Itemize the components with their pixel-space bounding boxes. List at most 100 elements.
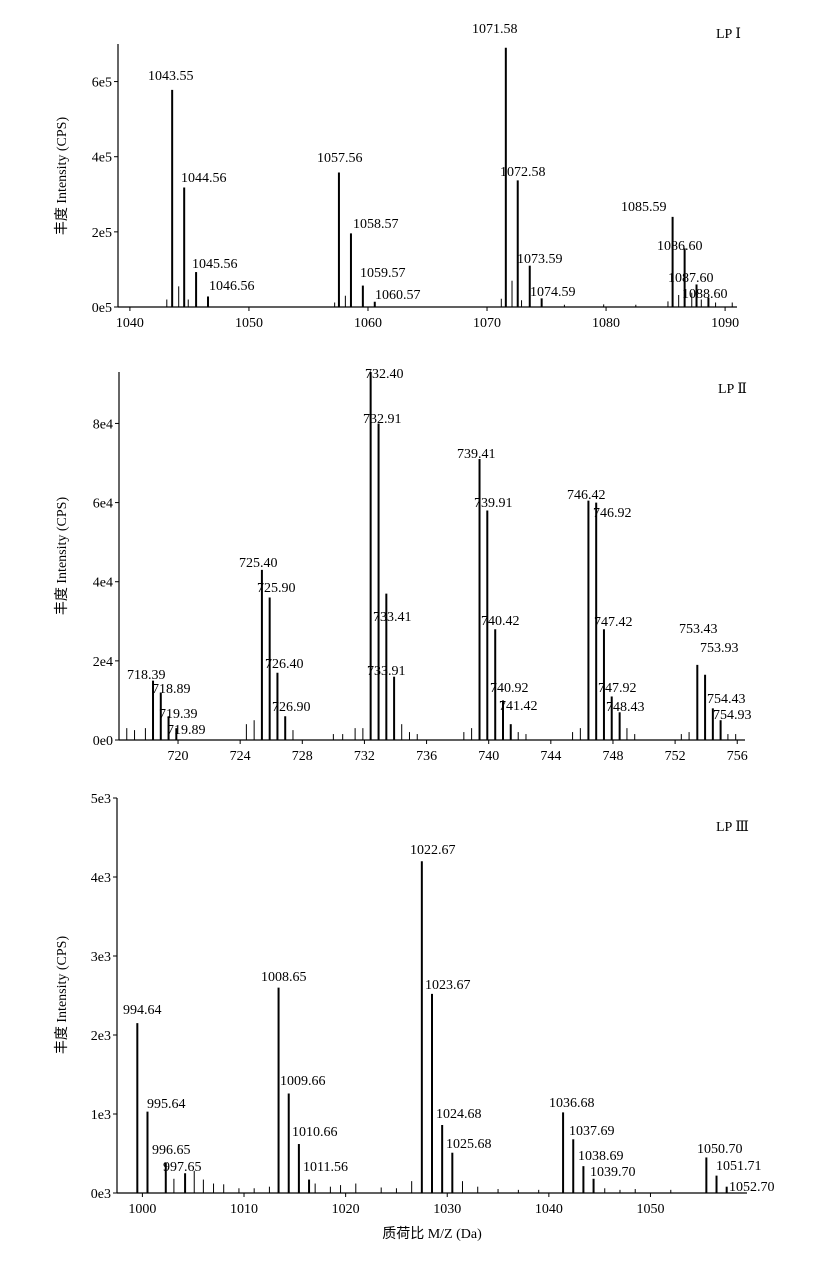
x-tick-label: 1030 xyxy=(433,1202,461,1217)
peak-label: 719.89 xyxy=(167,723,206,738)
x-tick-label: 752 xyxy=(665,749,686,764)
peak-label: 725.40 xyxy=(239,556,278,571)
y-tick-label: 8e4 xyxy=(93,417,113,432)
y-tick-label: 6e5 xyxy=(92,76,112,91)
peak-label: 1085.59 xyxy=(621,200,667,215)
y-tick-label: 0e5 xyxy=(92,301,112,316)
x-tick-label: 1060 xyxy=(354,316,382,331)
peak-label: 997.65 xyxy=(163,1160,202,1175)
peak-label: 995.64 xyxy=(147,1097,186,1112)
panel-label: LP Ⅰ xyxy=(716,27,741,42)
x-tick-label: 736 xyxy=(416,749,437,764)
y-tick-label: 1e3 xyxy=(91,1108,111,1123)
spectrum-panel-2: 0e0 2e4 4e4 6e4 8e4 720 724 728 732 736 740 744 748 7… xyxy=(54,367,752,764)
x-axis-title: 质荷比 M/Z (Da) xyxy=(382,1226,482,1242)
peak-label: 726.90 xyxy=(272,700,311,715)
x-tick-label: 1010 xyxy=(230,1202,258,1217)
panel-label: LP Ⅲ xyxy=(716,820,749,835)
peak-label: 746.42 xyxy=(567,488,606,503)
y-axis-title: 丰度 Intensity (CPS) xyxy=(54,936,70,1055)
peak-label: 1009.66 xyxy=(280,1074,326,1089)
x-tick-label: 1050 xyxy=(636,1202,664,1217)
peak-label: 733.41 xyxy=(373,610,412,625)
peak-label: 994.64 xyxy=(123,1003,162,1018)
peak-label: 741.42 xyxy=(499,699,538,714)
peak-label: 1008.65 xyxy=(261,970,307,985)
y-tick-label: 4e5 xyxy=(92,151,112,166)
peak-label: 1052.70 xyxy=(729,1180,775,1195)
peak-label: 746.92 xyxy=(593,506,632,521)
y-tick-label: 6e4 xyxy=(93,497,113,512)
peak-label: 1087.60 xyxy=(668,271,714,286)
x-tick-label: 720 xyxy=(168,749,189,764)
peak-label: 1059.57 xyxy=(360,266,406,281)
peak-label: 733.91 xyxy=(367,664,406,679)
peak-label: 732.91 xyxy=(363,412,402,427)
peak-label: 754.93 xyxy=(713,708,752,723)
x-tick-label: 1000 xyxy=(128,1202,156,1217)
peak-label: 1039.70 xyxy=(590,1165,636,1180)
x-tick-label: 756 xyxy=(727,749,748,764)
x-tick-label: 1040 xyxy=(116,316,144,331)
x-tick-label: 732 xyxy=(354,749,375,764)
peak-label: 739.91 xyxy=(474,496,513,511)
x-tick-label: 1050 xyxy=(235,316,263,331)
peak-label: 1058.57 xyxy=(353,217,399,232)
y-tick-label: 0e0 xyxy=(93,734,113,749)
y-tick-label: 2e5 xyxy=(92,226,112,241)
peak-label: 718.39 xyxy=(127,668,166,683)
peak-label: 1037.69 xyxy=(569,1124,615,1139)
peak-label: 754.43 xyxy=(707,692,746,707)
peak-label: 1038.69 xyxy=(578,1149,624,1164)
peak-label: 1010.66 xyxy=(292,1125,338,1140)
x-tick-label: 1070 xyxy=(473,316,501,331)
peak-label: 725.90 xyxy=(257,581,296,596)
peak-label: 1023.67 xyxy=(425,978,471,993)
x-tick-label: 748 xyxy=(602,749,623,764)
peak-label: 1051.71 xyxy=(716,1159,762,1174)
x-tick-label: 744 xyxy=(540,749,561,764)
peak-label: 718.89 xyxy=(152,682,191,697)
peak-label: 740.42 xyxy=(481,614,520,629)
y-tick-label: 4e3 xyxy=(91,871,111,886)
y-tick-label: 0e3 xyxy=(91,1187,111,1202)
peak-label: 1071.58 xyxy=(472,22,518,37)
peak-label: 753.43 xyxy=(679,622,718,637)
peak-label: 747.42 xyxy=(594,615,633,630)
peak-label: 747.92 xyxy=(598,681,637,696)
peak-label: 1074.59 xyxy=(530,285,576,300)
panel-label: LP Ⅱ xyxy=(718,382,747,397)
y-tick-label: 3e3 xyxy=(91,950,111,965)
peak-label: 1057.56 xyxy=(317,151,363,166)
x-tick-label: 728 xyxy=(292,749,313,764)
peak-label: 748.43 xyxy=(606,700,645,715)
peak-label: 753.93 xyxy=(700,641,739,656)
peak-label: 1022.67 xyxy=(410,843,456,858)
peak-label: 740.92 xyxy=(490,681,529,696)
spectrum-panel-3: 0e3 1e3 2e3 3e3 4e3 5e3 1000 1010 1020 1030 1040 10… xyxy=(54,792,775,1217)
y-tick-label: 5e3 xyxy=(91,792,111,807)
peak-label: 1043.55 xyxy=(148,69,194,84)
x-tick-label: 1020 xyxy=(332,1202,360,1217)
x-tick-label: 1040 xyxy=(535,1202,563,1217)
peak-label: 1060.57 xyxy=(375,288,421,303)
peak-label: 1046.56 xyxy=(209,279,255,294)
peak-label: 726.40 xyxy=(265,657,304,672)
peak-label: 1025.68 xyxy=(446,1137,492,1152)
peak-label: 1011.56 xyxy=(303,1160,348,1175)
x-tick-label: 1080 xyxy=(592,316,620,331)
peak-label: 739.41 xyxy=(457,447,496,462)
peak-label: 1072.58 xyxy=(500,165,546,180)
peak-label: 996.65 xyxy=(152,1143,191,1158)
peak-label: 719.39 xyxy=(159,707,198,722)
peak-label: 732.40 xyxy=(365,367,404,382)
peak-label: 1044.56 xyxy=(181,171,227,186)
y-tick-label: 4e4 xyxy=(93,576,113,591)
peak-label: 1045.56 xyxy=(192,257,238,272)
y-tick-label: 2e4 xyxy=(93,655,113,670)
spectrum-panel-1: 0e5 2e5 4e5 6e5 1040 1050 1060 1070 1080 1090 1043… xyxy=(54,22,741,331)
x-tick-label: 1090 xyxy=(711,316,739,331)
peak-label: 1024.68 xyxy=(436,1107,482,1122)
peak-label: 1050.70 xyxy=(697,1142,743,1157)
